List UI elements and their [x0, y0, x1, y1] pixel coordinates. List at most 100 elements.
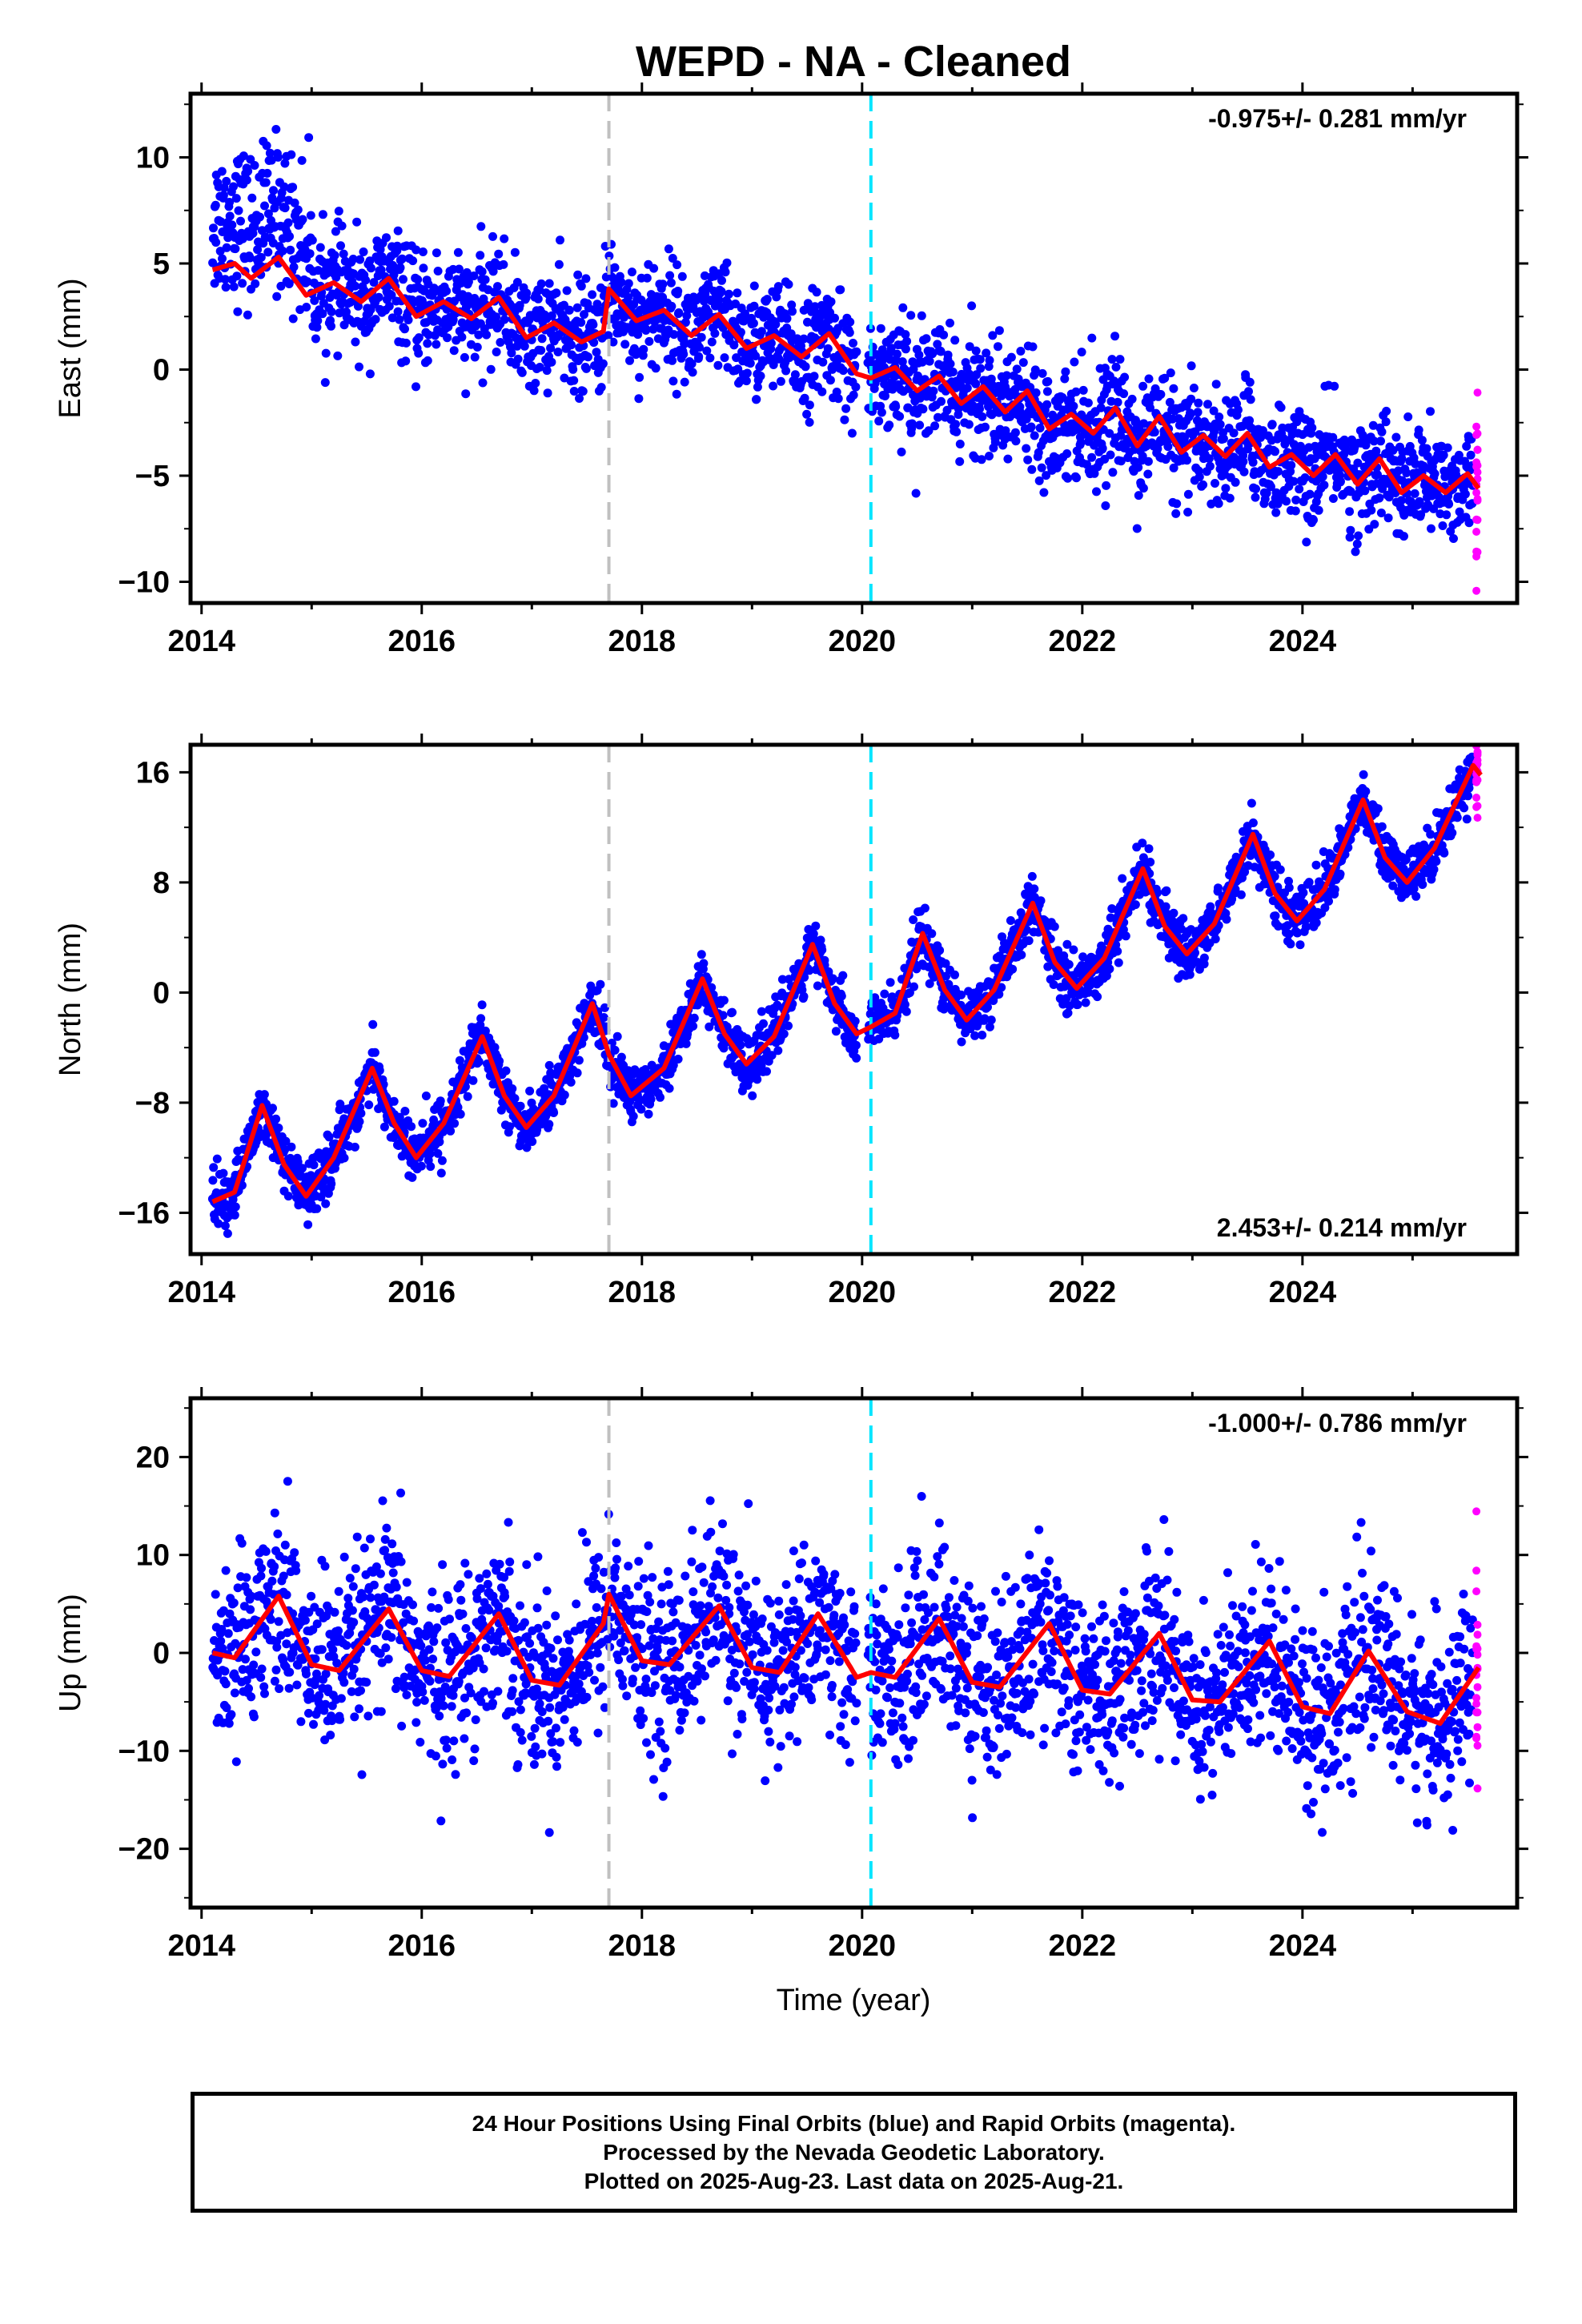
data-point [925, 979, 934, 988]
data-point [1002, 371, 1011, 380]
data-point [757, 1007, 766, 1016]
data-point [280, 159, 290, 168]
data-point [303, 1220, 313, 1229]
data-point [990, 437, 1000, 447]
data-point [748, 1091, 757, 1100]
data-point [370, 1047, 379, 1057]
data-point [736, 1040, 745, 1050]
data-point [1064, 959, 1074, 969]
plot-area [207, 745, 1483, 1254]
data-point [649, 263, 659, 273]
data-point [401, 356, 411, 366]
data-point [419, 263, 428, 273]
data-point [799, 991, 809, 1001]
data-point [1295, 940, 1305, 950]
data-point [787, 300, 797, 310]
data-point [981, 422, 990, 432]
data-point [505, 1122, 514, 1132]
x-tick-label: 2020 [829, 625, 897, 658]
data-point [1138, 452, 1147, 461]
data-point [1030, 365, 1040, 375]
data-point [610, 263, 620, 272]
data-point [339, 1153, 349, 1163]
data-point [1211, 380, 1221, 389]
data-point [324, 1132, 334, 1142]
data-point [1012, 364, 1022, 374]
data-point [356, 1108, 366, 1118]
data-point [906, 311, 916, 320]
data-point [1271, 447, 1279, 456]
rate-annotation: -0.975+/- 0.281 mm/yr [1208, 104, 1467, 133]
data-point [665, 1084, 674, 1093]
data-point [887, 992, 897, 1002]
data-point [395, 315, 404, 324]
data-point [384, 301, 394, 311]
data-point [1319, 480, 1329, 490]
data-point [1062, 939, 1072, 949]
data-point [955, 456, 965, 466]
data-point [361, 275, 371, 285]
data-point [751, 352, 761, 360]
x-tick-label: 2022 [1049, 625, 1117, 658]
data-point [976, 364, 986, 373]
data-point [1464, 518, 1474, 528]
data-point [641, 326, 651, 335]
data-point [805, 400, 814, 410]
data-point [553, 348, 563, 356]
data-point [736, 328, 745, 337]
data-point [1042, 400, 1052, 409]
data-point [572, 303, 582, 312]
data-point [921, 334, 931, 344]
data-point [1222, 915, 1231, 924]
data-point [1262, 489, 1271, 498]
data-point [830, 313, 839, 323]
data-point [589, 338, 599, 348]
data-point [1102, 480, 1111, 490]
data-point [271, 1114, 281, 1124]
data-point [243, 310, 252, 320]
data-point [1101, 501, 1110, 510]
data-point [667, 301, 677, 311]
data-point [753, 1075, 762, 1084]
data-point [223, 1228, 232, 1238]
data-point [1311, 918, 1321, 927]
data-point [975, 404, 984, 414]
data-point [368, 1019, 378, 1029]
data-point [717, 275, 726, 285]
data-point [353, 301, 363, 311]
data-point [1239, 456, 1248, 466]
data-point [824, 967, 833, 976]
data-point [433, 1148, 443, 1158]
data-point [1311, 860, 1321, 870]
data-point [941, 959, 950, 968]
data-point [986, 1015, 996, 1025]
data-point [1410, 489, 1419, 498]
data-point [265, 148, 275, 158]
data-point [599, 1013, 608, 1022]
data-point [1183, 508, 1193, 517]
data-point [978, 1031, 987, 1039]
data-point [412, 382, 420, 392]
data-point [236, 216, 245, 226]
data-point [1134, 463, 1143, 472]
data-point [1028, 342, 1038, 352]
data-point [851, 382, 861, 392]
data-point [580, 310, 588, 320]
data-point [757, 327, 766, 336]
data-point [450, 1119, 460, 1128]
data-point [478, 378, 488, 388]
data-point [542, 366, 552, 376]
data-point [216, 217, 226, 227]
data-point [985, 1022, 994, 1031]
rapid-data-point [1473, 388, 1482, 397]
data-point [1417, 436, 1427, 445]
data-point [1163, 442, 1173, 452]
data-point [849, 390, 858, 400]
data-point [1023, 455, 1033, 464]
data-point [759, 1019, 768, 1028]
data-point [818, 357, 828, 367]
data-point [635, 372, 644, 382]
data-point [243, 167, 253, 176]
data-point [1335, 869, 1345, 879]
data-point [1388, 445, 1398, 455]
